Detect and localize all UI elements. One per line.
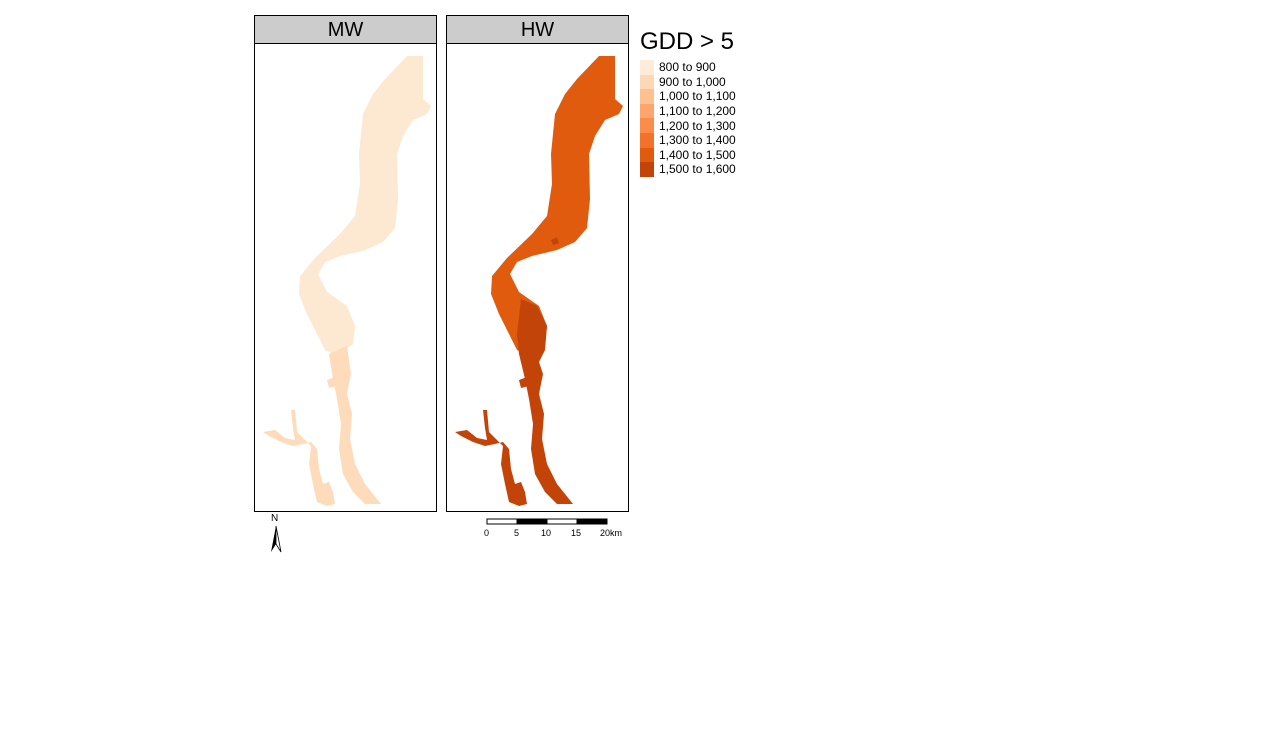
map-panel-hw: HW <box>446 15 629 512</box>
scale-tick-20km: 20km <box>600 528 623 538</box>
map-area-mw <box>255 44 436 511</box>
legend-item: 1,100 to 1,200 <box>640 103 736 119</box>
legend-label: 1,400 to 1,500 <box>659 147 736 162</box>
legend-label: 1,000 to 1,100 <box>659 89 736 104</box>
legend-title: GDD > 5 <box>640 28 735 55</box>
legend-label: 1,200 to 1,300 <box>659 118 736 133</box>
map-panel-mw: MW <box>254 15 437 512</box>
legend-swatch <box>640 147 654 163</box>
map-area-hw <box>447 44 628 511</box>
panel-header-mw: MW <box>255 16 436 44</box>
river-upper-mw <box>299 56 431 356</box>
legend-swatch <box>640 103 654 119</box>
river-middle-mw <box>329 346 381 504</box>
legend-label: 1,300 to 1,400 <box>659 133 736 148</box>
scale-tick-5: 5 <box>514 528 520 538</box>
scale-tick-0: 0 <box>484 528 490 538</box>
river-upper-hw <box>491 56 623 356</box>
legend-label: 800 to 900 <box>659 60 716 75</box>
north-arrow-icon <box>271 525 282 553</box>
scale-tick-10: 10 <box>541 528 552 538</box>
legend-label: 1,100 to 1,200 <box>659 104 736 119</box>
legend-item: 1,500 to 1,600 <box>640 162 736 177</box>
panel-header-hw: HW <box>447 16 628 44</box>
north-label: N <box>271 513 279 524</box>
river-tributary-hw <box>455 410 527 506</box>
scale-tick-15: 15 <box>571 528 582 538</box>
legend-swatch <box>640 162 654 177</box>
legend-swatch <box>640 60 654 75</box>
legend-item: 1,000 to 1,100 <box>640 89 736 104</box>
legend-swatch <box>640 89 654 104</box>
legend-swatch <box>640 118 654 133</box>
legend-item: 1,200 to 1,300 <box>640 118 736 133</box>
legend-items: 800 to 900 900 to 1,000 1,000 to 1,100 1,10… <box>640 60 736 177</box>
river-islets-mw <box>327 359 348 388</box>
legend-swatch <box>640 132 654 148</box>
legend: GDD > 5 800 to 900 900 to 1,000 1,000 to 1… <box>640 28 736 177</box>
river-middle-hw <box>517 299 573 504</box>
legend-item: 800 to 900 <box>640 60 736 75</box>
river-tributary-mw <box>263 410 335 506</box>
scale-bar: 0 5 10 15 20km <box>483 518 633 542</box>
legend-label: 900 to 1,000 <box>659 74 726 89</box>
legend-item: 900 to 1,000 <box>640 74 736 90</box>
legend-item: 1,400 to 1,500 <box>640 147 736 163</box>
legend-item: 1,300 to 1,400 <box>640 132 736 148</box>
legend-swatch <box>640 74 654 90</box>
legend-label: 1,500 to 1,600 <box>659 162 736 177</box>
